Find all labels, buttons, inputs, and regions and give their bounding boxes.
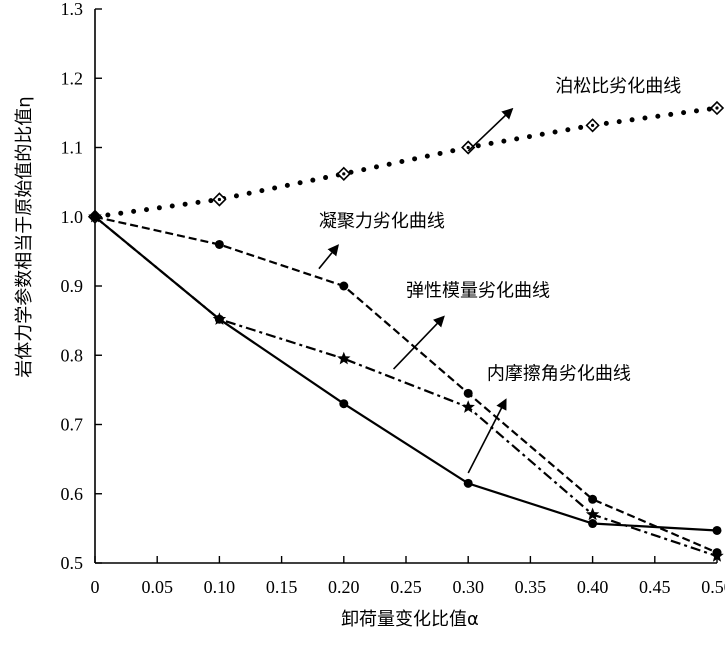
series-line: [94, 215, 718, 554]
data-point: [214, 314, 224, 324]
y-tick-label: 1.1: [61, 138, 84, 158]
data-point: [585, 507, 600, 521]
x-tick-label: 0.30: [452, 577, 484, 597]
annotation-arrow: [467, 398, 507, 474]
x-tick-label: 0.10: [204, 577, 236, 597]
series-layer: [87, 100, 725, 562]
series-label: 弹性模量劣化曲线: [406, 280, 550, 301]
y-tick-label: 0.5: [61, 553, 84, 573]
x-axis-label: 卸荷量变化比值α: [341, 609, 479, 630]
data-point: [588, 494, 598, 504]
data-point: [339, 399, 349, 409]
data-point: [339, 281, 349, 291]
data-point: [214, 239, 224, 249]
data-point: [712, 525, 722, 535]
data-point-center: [217, 197, 221, 202]
data-point: [337, 351, 351, 365]
data-point: [463, 478, 473, 488]
data-point-center: [342, 172, 346, 176]
data-point: [588, 519, 598, 529]
x-tick-label: 0.35: [515, 577, 547, 597]
data-point: [461, 400, 475, 413]
x-tick-label: 0.15: [266, 577, 298, 597]
x-tick-label: 0: [91, 577, 100, 597]
annotation-2: 凝聚力劣化曲线: [318, 211, 445, 270]
x-tick-label: 0.40: [577, 577, 609, 597]
x-tick-label: 0.05: [141, 577, 173, 597]
axes: 0.5 0.6 0.7 0.8 0.9 1.0 1.1 1.2 1.3 0 0.05 0.10 0.15…: [61, 0, 725, 597]
annotation-3: 弹性模量劣化曲线: [392, 280, 550, 370]
annotation-arrow: [392, 315, 445, 370]
data-point: [463, 388, 473, 398]
data-point: [90, 212, 100, 222]
annotation-arrow: [318, 244, 339, 270]
y-tick-label: 1.3: [61, 0, 84, 19]
series-line: [94, 215, 718, 532]
annotation-arrow: [467, 107, 514, 152]
series-label: 凝聚力劣化曲线: [319, 211, 445, 232]
annotation-4: 内摩擦角劣化曲线: [467, 363, 631, 474]
data-point-center: [715, 106, 719, 110]
y-tick-label: 1.2: [61, 68, 84, 88]
y-tick-label: 0.6: [61, 484, 84, 504]
series-label: 泊松比劣化曲线: [555, 76, 681, 97]
data-point-center: [591, 123, 595, 127]
series-3: [88, 209, 724, 562]
annotation-1: 泊松比劣化曲线: [467, 76, 681, 152]
y-tick-label: 0.7: [61, 415, 84, 435]
data-point: [710, 549, 724, 562]
y-tick-label: 1.0: [61, 207, 84, 227]
y-tick-label: 0.8: [61, 345, 84, 365]
x-tick-label: 0.20: [328, 577, 360, 597]
y-tick-label: 0.9: [61, 276, 84, 296]
series-1: [87, 100, 725, 224]
series-line: [94, 215, 718, 558]
data-point-center: [466, 145, 470, 150]
series-4: [90, 212, 722, 535]
series-2: [90, 212, 722, 558]
y-axis-label: 岩体力学参数相当于原始值的比值η: [14, 96, 35, 377]
series-line: [92, 105, 720, 220]
series-label: 内摩擦角劣化曲线: [487, 363, 631, 384]
x-tick-label: 0.25: [390, 577, 422, 597]
x-tick-label: 0.50: [701, 577, 725, 597]
x-tick-label: 0.45: [639, 577, 671, 597]
